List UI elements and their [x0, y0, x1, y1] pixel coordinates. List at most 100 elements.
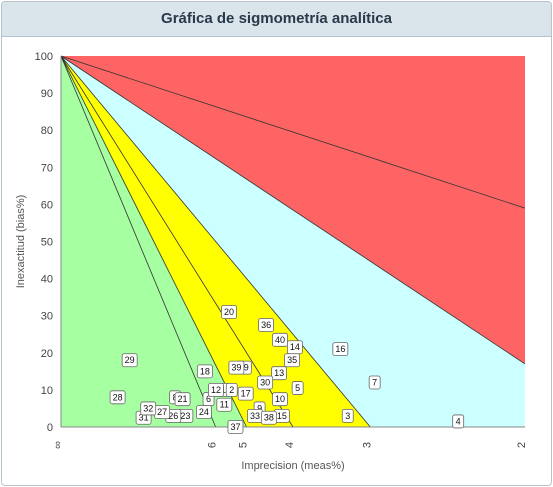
sigma-zones [61, 56, 525, 427]
sigma-line-4 [60, 55, 294, 428]
point-box [332, 342, 349, 356]
point-label: 32 [143, 403, 153, 413]
point-10[interactable]: 10 [272, 392, 288, 407]
point-label: 33 [250, 411, 260, 421]
point-39[interactable]: 39 [228, 360, 245, 375]
point-box [174, 392, 191, 407]
point-label: 18 [200, 366, 210, 376]
x-tick-label: ∞ [52, 441, 64, 449]
point-14[interactable]: 14 [286, 340, 303, 355]
point-16[interactable]: 16 [332, 342, 349, 356]
point-box [452, 414, 465, 429]
x-tick-label: 6 [207, 442, 219, 448]
point-label: 27 [157, 407, 167, 417]
point-label: 12 [211, 385, 221, 395]
point-label: 5 [295, 383, 300, 393]
chart-title: Gráfica de sigmometría analítica [2, 2, 551, 37]
point-label: 4 [456, 416, 461, 426]
point-label: 20 [224, 307, 234, 317]
point-box [121, 353, 138, 368]
point-33[interactable]: 33 [247, 408, 263, 423]
sigma-line-5 [60, 55, 247, 428]
point-7[interactable]: 7 [368, 375, 381, 390]
y-tick-label: 70 [41, 162, 53, 174]
point-12[interactable]: 12 [208, 382, 224, 397]
point-27[interactable]: 27 [154, 405, 171, 420]
point-32[interactable]: 32 [140, 401, 157, 416]
x-tick-label: 4 [284, 442, 296, 448]
x-tick-label: 3 [361, 442, 373, 448]
sigma-line-red-edge [60, 55, 526, 209]
point-3[interactable]: 3 [341, 408, 354, 423]
point-label: 7 [372, 377, 377, 387]
y-axis-title: Inexactitud (bias%) [15, 195, 27, 289]
point-label: 31 [139, 413, 149, 423]
point-box [196, 364, 213, 379]
x-tick-label: 2 [516, 442, 528, 448]
point-label: 40 [275, 335, 285, 345]
point-box [216, 397, 233, 412]
point-24[interactable]: 24 [196, 405, 212, 420]
point-label: 3 [345, 411, 350, 421]
point-29[interactable]: 29 [121, 353, 138, 368]
point-40[interactable]: 40 [272, 332, 288, 347]
point-11[interactable]: 11 [216, 397, 233, 412]
point-box [272, 332, 288, 347]
point-box [260, 410, 277, 425]
y-tick-label: 40 [41, 274, 53, 286]
x-tick-label: 5 [238, 442, 250, 448]
y-tick-label: 0 [47, 422, 53, 434]
point-13[interactable]: 13 [271, 366, 287, 381]
point-20[interactable]: 20 [221, 305, 237, 319]
point-21[interactable]: 21 [174, 392, 191, 407]
y-tick-label: 10 [41, 385, 53, 397]
point-label: 15 [277, 411, 287, 421]
point-label: 26 [168, 411, 178, 421]
point-4[interactable]: 4 [452, 414, 465, 429]
point-label: 6 [206, 394, 211, 404]
point-label: 2 [229, 385, 234, 395]
point-label: 13 [274, 368, 284, 378]
point-box [208, 382, 224, 397]
point-28[interactable]: 28 [109, 390, 126, 405]
point-box [291, 381, 304, 395]
y-tick-label: 30 [41, 311, 53, 323]
sigma-line-6 [60, 55, 217, 428]
point-label: 35 [287, 355, 297, 365]
point-label: 24 [199, 407, 209, 417]
point-18[interactable]: 18 [196, 364, 213, 379]
point-label: 28 [113, 392, 123, 402]
point-30[interactable]: 30 [257, 375, 274, 390]
point-label: 38 [264, 413, 274, 423]
sigma-lines [60, 55, 526, 428]
point-37[interactable]: 37 [227, 420, 244, 434]
y-tick-label: 50 [41, 237, 53, 249]
point-box [368, 375, 381, 390]
point-label: 37 [230, 422, 240, 432]
point-label: 9 [257, 403, 262, 413]
point-label: 23 [180, 411, 190, 421]
point-box [196, 405, 212, 420]
point-label: 30 [260, 377, 270, 387]
point-box [257, 375, 274, 390]
point-5[interactable]: 5 [291, 381, 304, 395]
point-box [237, 386, 254, 401]
data-points: 1234567891011121314151617181920212324262… [109, 305, 465, 434]
point-box [272, 392, 288, 407]
point-label: 36 [261, 320, 271, 330]
point-38[interactable]: 38 [260, 410, 277, 425]
y-tick-label: 90 [41, 88, 53, 100]
point-label: 14 [290, 342, 300, 352]
point-2[interactable]: 2 [225, 382, 238, 397]
point-17[interactable]: 17 [237, 386, 254, 401]
sigma-line-3 [60, 55, 371, 428]
sigma-line-2 [60, 55, 526, 365]
y-tick-label: 20 [41, 348, 53, 360]
point-box [284, 353, 300, 368]
point-label: 17 [241, 389, 251, 399]
point-35[interactable]: 35 [284, 353, 300, 368]
point-36[interactable]: 36 [258, 318, 274, 332]
point-box [227, 420, 244, 434]
